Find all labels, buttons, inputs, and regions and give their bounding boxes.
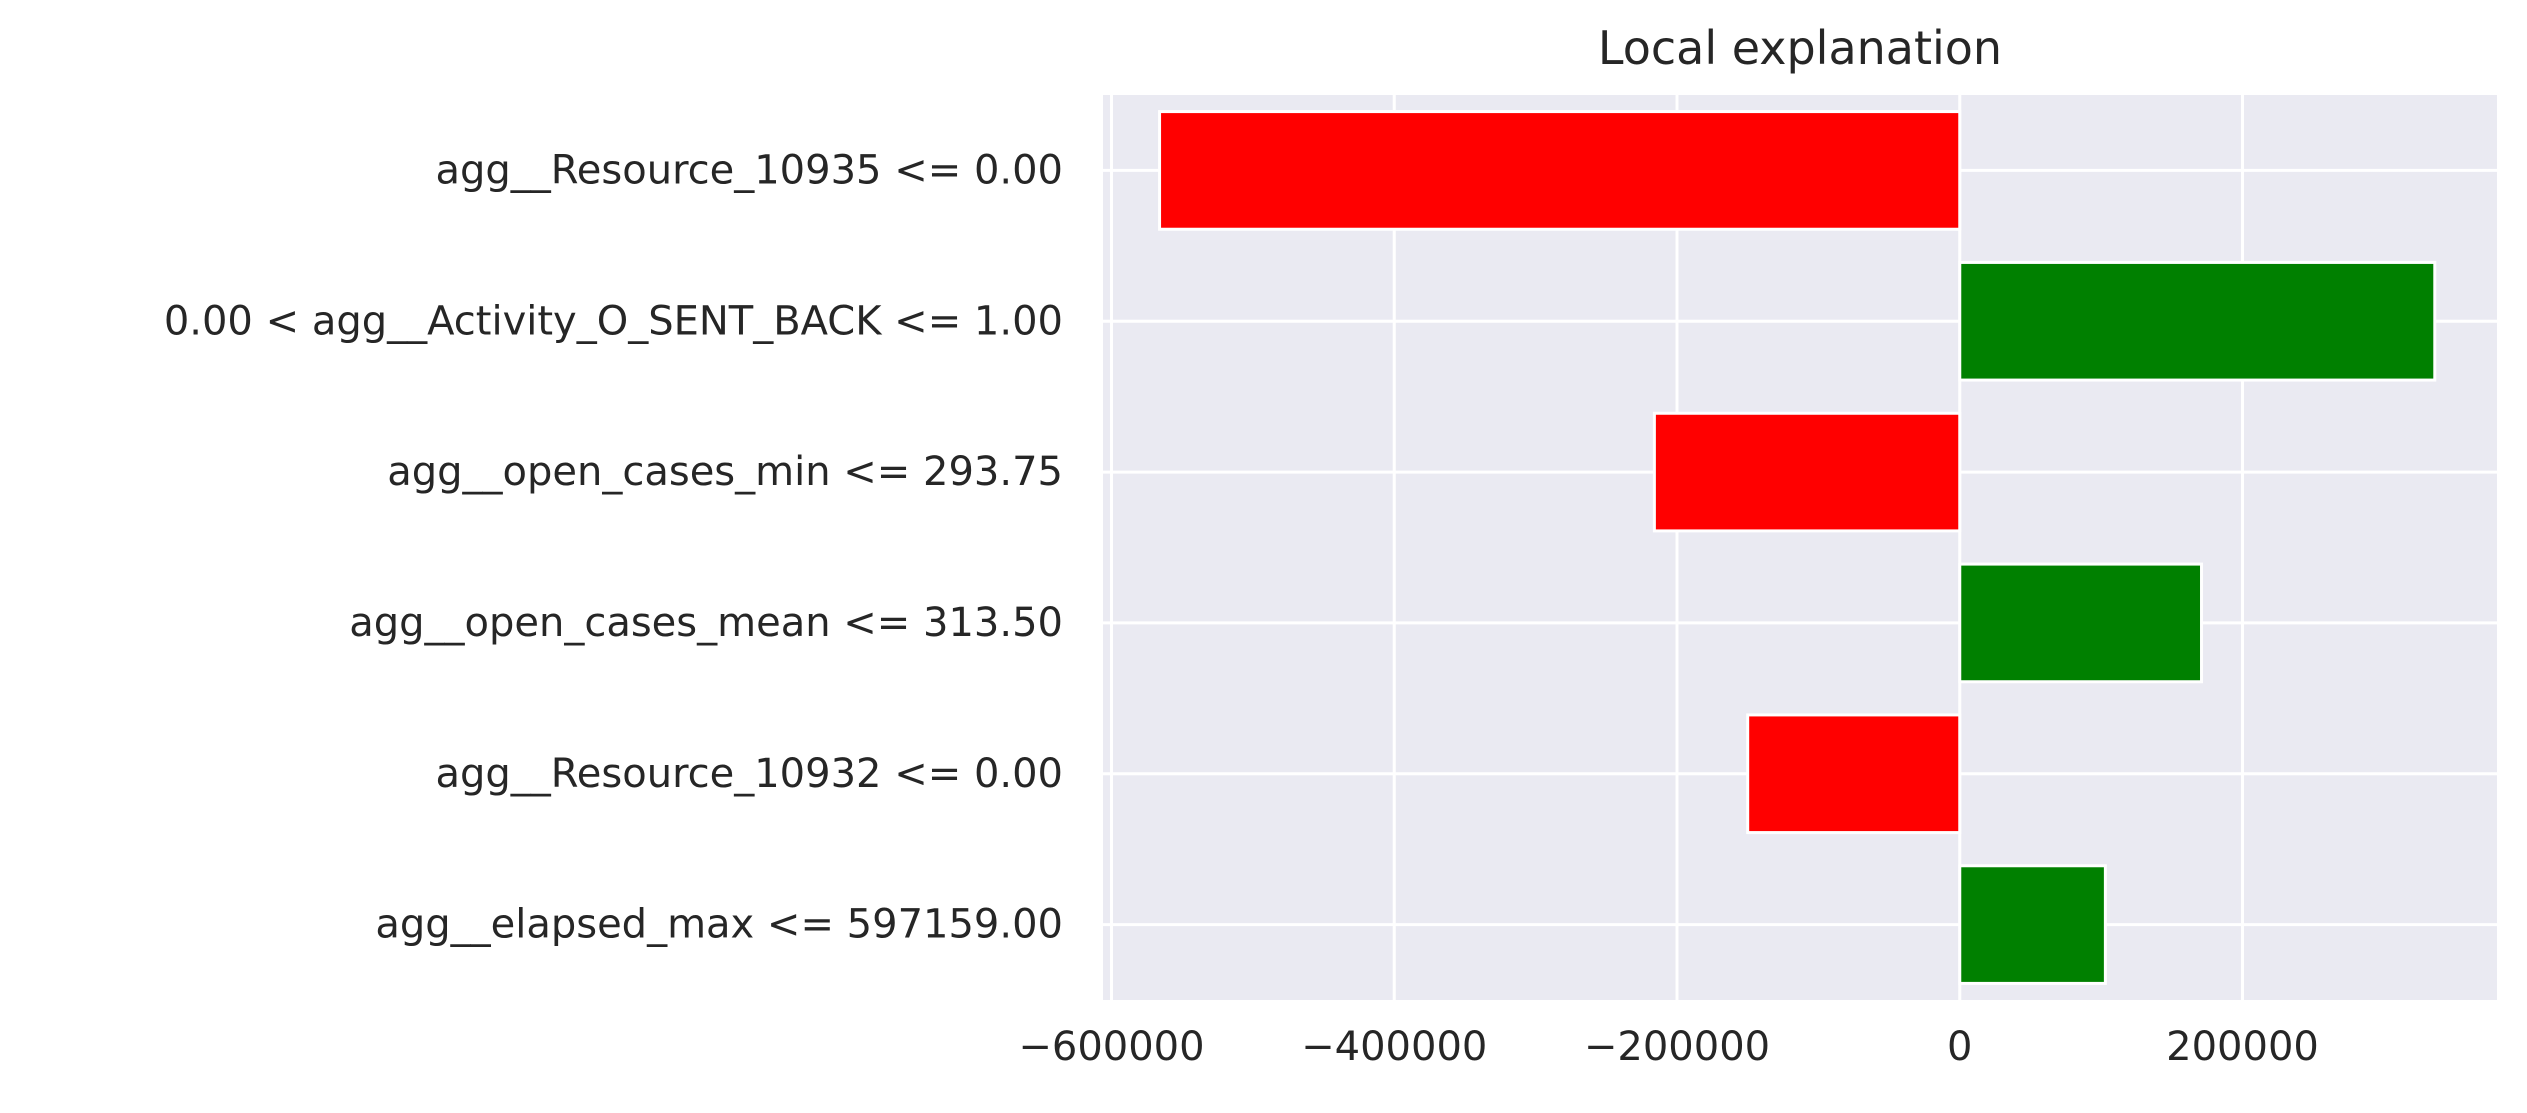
- x-tick-label: −400000: [1301, 1024, 1487, 1070]
- bar: [1958, 260, 2437, 382]
- y-tick-label: 0.00 < agg__Activity_O_SENT_BACK <= 1.00: [164, 298, 1063, 344]
- y-tick-label: agg__open_cases_mean <= 313.50: [349, 600, 1063, 646]
- x-tick-labels: −600000 −400000 −200000 0 200000: [1018, 1024, 2318, 1070]
- chart-title: Local explanation: [1598, 21, 2002, 75]
- bar: [1746, 713, 1962, 835]
- x-tick-label: 200000: [2166, 1024, 2319, 1070]
- bar: [1652, 411, 1962, 533]
- x-tick-label: 0: [1947, 1024, 1972, 1070]
- bar: [1958, 562, 2204, 684]
- x-tick-label: −600000: [1018, 1024, 1204, 1070]
- plot-area: [1103, 95, 2497, 1000]
- y-tick-label: agg__elapsed_max <= 597159.00: [375, 902, 1063, 948]
- y-tick-label: agg__Resource_10932 <= 0.00: [436, 751, 1064, 797]
- y-tick-labels: agg__Resource_10935 <= 0.00 0.00 < agg__A…: [164, 147, 1063, 947]
- y-tick-label: agg__Resource_10935 <= 0.00: [436, 147, 1064, 193]
- bar: [1958, 864, 2107, 985]
- x-tick-label: −200000: [1584, 1024, 1770, 1070]
- y-tick-label: agg__open_cases_min <= 293.75: [387, 449, 1063, 495]
- bar: [1158, 110, 1962, 231]
- bars: [1158, 110, 2437, 985]
